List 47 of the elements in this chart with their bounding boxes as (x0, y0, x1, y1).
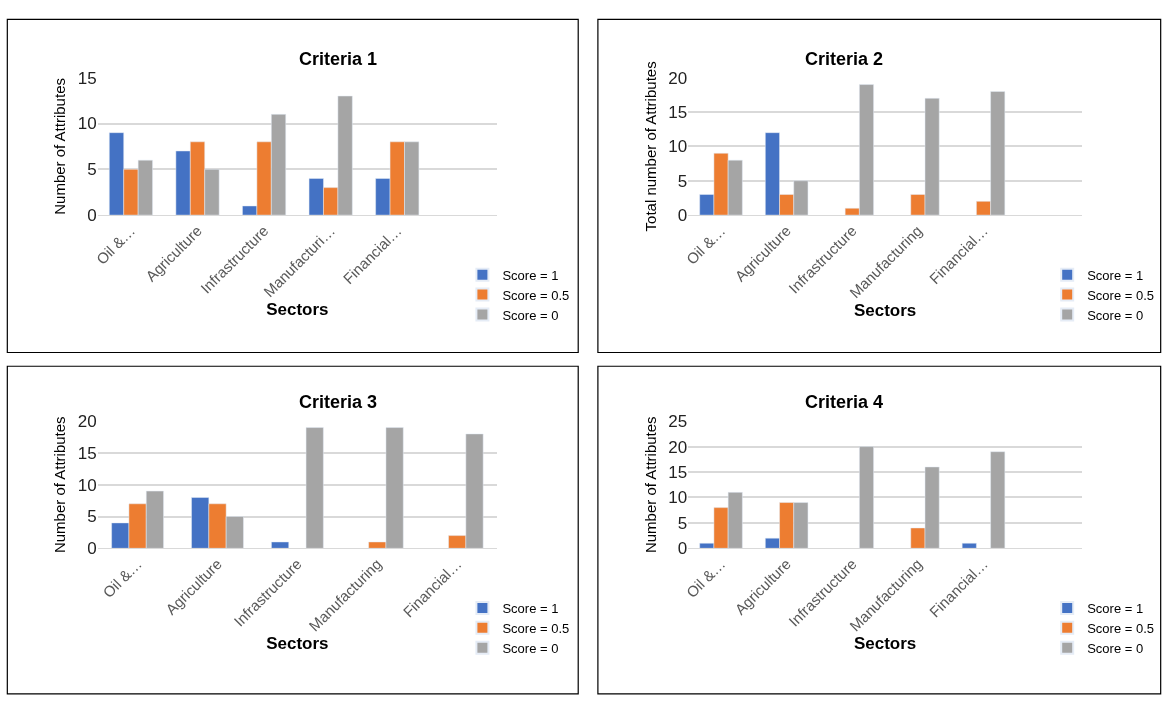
legend-label: Score = 1 (502, 267, 559, 283)
legend-label: Score = 1 (1087, 267, 1144, 283)
y-tick-label: 15 (668, 103, 688, 122)
chart-title: Criteria 3 (299, 392, 378, 412)
y-axis-title: Number of Attributes (50, 416, 68, 554)
y-tick-label: 20 (668, 68, 688, 88)
legend-label: Score = 1 (1087, 600, 1144, 616)
x-axis-title: Sectors (266, 300, 329, 320)
y-tick-label: 10 (668, 488, 688, 508)
y-tick-label: 15 (668, 462, 688, 482)
y-tick-label: 15 (77, 68, 97, 88)
x-axis-title: Sectors (266, 634, 329, 654)
legend-label: Score = 0.5 (502, 620, 570, 636)
y-tick-label: 5 (87, 507, 97, 527)
bar (990, 451, 1006, 549)
y-tick-label: 10 (77, 114, 97, 134)
legend-label: Score = 0.5 (1087, 287, 1155, 303)
bar (961, 542, 977, 549)
legend-label: Score = 0 (1087, 640, 1144, 656)
x-axis-title: Sectors (853, 634, 917, 654)
bar (859, 446, 874, 549)
y-axis-title: Number of Attributes (50, 78, 68, 215)
legend-label: Score = 0 (502, 307, 559, 323)
y-tick-label: 10 (77, 475, 97, 495)
bar (305, 427, 324, 549)
y-tick-label: 0 (87, 539, 97, 559)
legend-label: Score = 0.5 (502, 287, 570, 303)
legend-label: Score = 0 (1087, 307, 1144, 323)
bar (271, 541, 289, 549)
x-axis-title: Sectors (853, 301, 917, 321)
y-tick-label: 25 (668, 412, 688, 432)
chart-title: Criteria 4 (805, 392, 884, 412)
y-tick-label: 20 (668, 437, 688, 457)
chart-title: Criteria 2 (805, 49, 884, 69)
y-tick-label: 15 (77, 443, 97, 463)
y-tick-label: 5 (677, 171, 688, 191)
x-tick-label: Oil &… (99, 555, 146, 601)
y-tick-label: 20 (77, 412, 97, 432)
legend-label: Score = 1 (502, 600, 559, 616)
legend-label: Score = 0 (502, 640, 559, 656)
y-axis-title: Total number of Attributes (641, 61, 659, 232)
y-tick-label: 5 (677, 513, 688, 533)
legend-label: Score = 0.5 (1087, 620, 1155, 636)
y-axis-title: Number of Attributes (641, 416, 659, 554)
chart-title: Criteria 1 (299, 49, 378, 69)
y-tick-label: 5 (87, 160, 97, 180)
y-tick-label: 10 (668, 137, 688, 157)
